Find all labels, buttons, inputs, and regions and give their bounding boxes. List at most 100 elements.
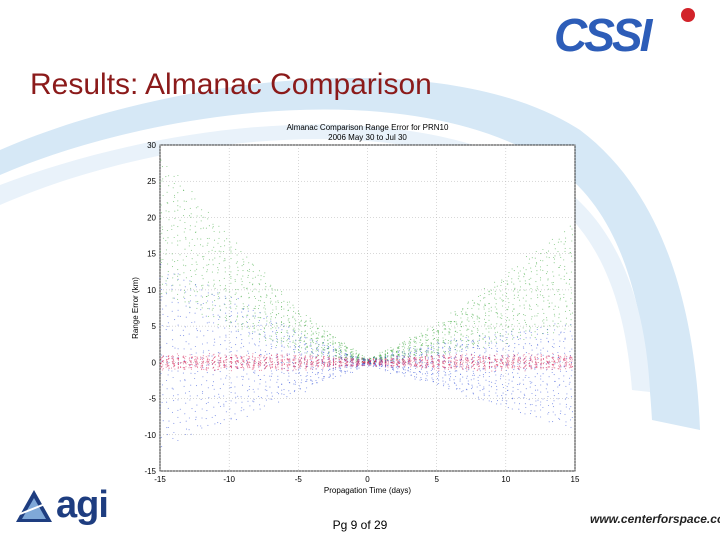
data-point [476,364,478,366]
data-point [190,348,192,350]
data-point [218,263,220,265]
data-point [494,368,496,370]
data-point [494,326,496,329]
data-point [542,380,544,382]
data-point [346,364,348,366]
data-point [534,389,537,391]
data-point [529,308,531,310]
data-point [547,329,549,331]
data-point [517,363,519,365]
data-point [303,325,305,327]
data-point [248,335,250,337]
data-point [438,382,440,385]
data-point [311,358,313,360]
data-point [565,424,567,427]
data-point [259,361,262,363]
data-point [529,404,531,406]
data-point [496,365,498,367]
data-point [190,368,192,370]
data-point [399,356,401,358]
data-point [559,368,561,370]
data-point [260,363,262,365]
data-point [258,360,260,362]
data-point [159,277,161,279]
data-point [530,308,532,310]
data-point [293,345,295,347]
data-point [519,280,521,282]
data-point [540,338,542,340]
data-point [283,346,285,348]
data-point [484,297,486,299]
data-point [525,324,527,326]
data-point [161,446,163,448]
data-point [226,375,228,377]
data-point [167,277,169,279]
data-point [258,299,260,301]
data-point [162,368,164,370]
data-point [547,278,549,280]
data-point [438,360,440,362]
data-point [278,313,280,315]
data-point [426,361,428,363]
data-point [294,318,296,320]
data-point [409,364,411,366]
data-point [305,366,307,368]
data-point [552,271,554,273]
data-point [535,416,537,418]
data-point [381,365,383,367]
data-point [525,360,527,362]
data-point [478,303,480,305]
data-point [346,359,348,361]
data-point [339,356,342,358]
data-point [471,365,473,367]
data-point [477,329,479,331]
data-point [401,372,403,374]
data-point [184,378,186,381]
data-point [436,338,438,341]
data-point [523,272,525,274]
data-point [303,357,305,359]
data-point [293,383,295,385]
data-point [479,354,481,356]
data-point [184,380,186,382]
data-point [205,227,207,229]
data-point [433,348,435,350]
data-point [476,359,478,361]
data-point [203,368,205,371]
data-point [546,360,548,363]
data-point [252,366,254,368]
data-point [425,339,427,341]
data-point [559,367,561,369]
data-point [537,358,539,361]
data-point [300,354,302,356]
data-point [563,293,565,295]
data-point [249,333,251,335]
data-point [213,322,215,324]
data-point [277,289,279,291]
data-point [505,324,507,326]
data-point [309,353,311,355]
data-point [350,361,352,363]
data-point [427,338,429,340]
data-point [473,363,475,365]
data-point [473,342,475,344]
data-point [201,360,203,363]
data-point [433,352,435,354]
data-point [326,362,328,364]
data-point [323,377,325,379]
data-point [275,347,277,349]
data-point [513,369,515,371]
data-point [225,312,227,314]
data-point [420,351,422,354]
data-point [234,320,237,322]
data-point [335,348,337,350]
data-point [448,328,450,330]
data-point [219,285,221,287]
data-point [352,356,354,358]
data-point [512,386,514,388]
data-point [548,363,550,365]
data-point [557,358,559,360]
data-point [160,362,162,364]
data-point [415,342,417,344]
data-point [548,325,550,327]
